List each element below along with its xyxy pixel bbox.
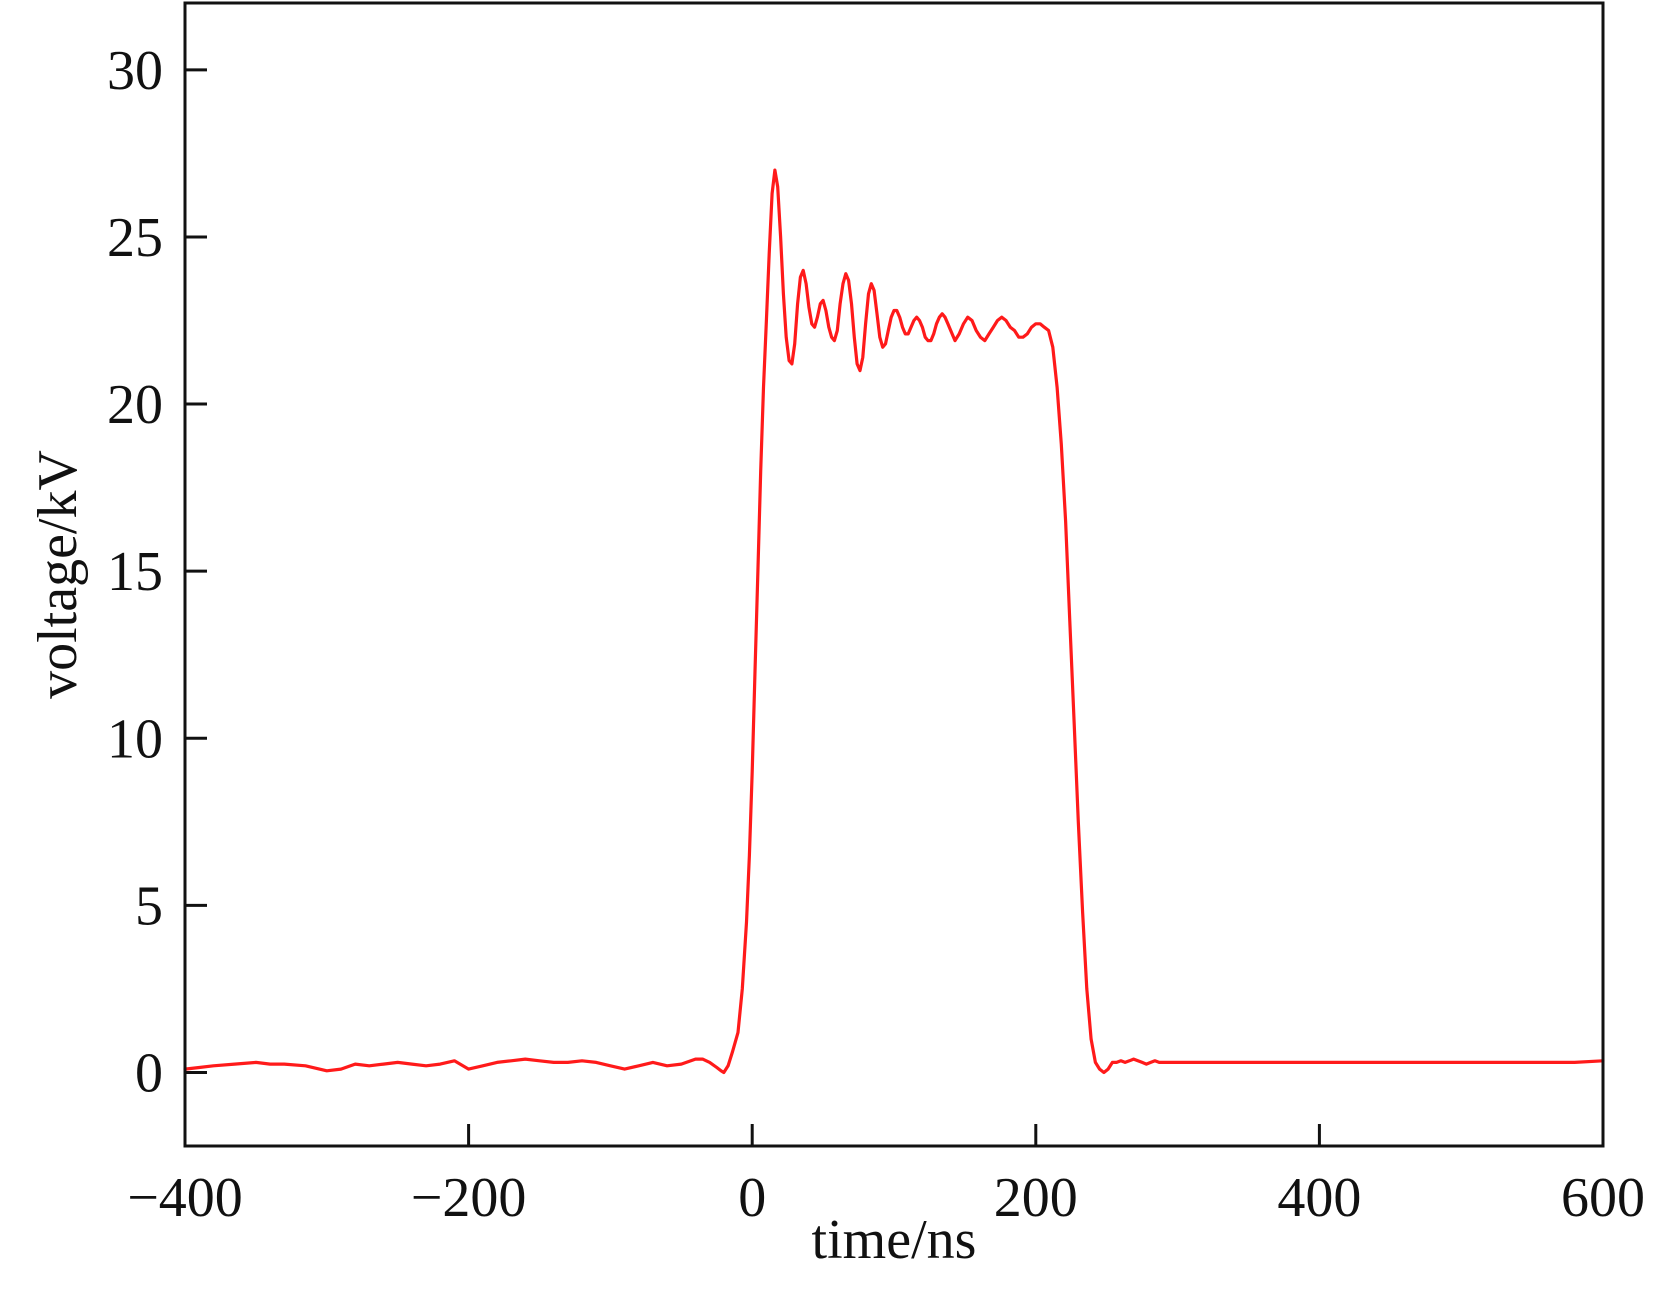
x-tick-label: 400 xyxy=(1277,1167,1361,1229)
y-axis-title: voltage/kV xyxy=(27,450,89,699)
x-axis-title: time/ns xyxy=(812,1209,977,1271)
y-axis-tick-labels: 0 5 10 15 20 25 30 xyxy=(107,40,163,1105)
y-axis-ticks xyxy=(185,68,207,1074)
x-tick-label: −400 xyxy=(127,1167,243,1229)
y-tick-label: 0 xyxy=(135,1042,163,1104)
plot-frame xyxy=(183,1,1605,1148)
y-tick-label: 20 xyxy=(107,374,163,436)
series-line-0 xyxy=(183,168,1605,1075)
series-layer xyxy=(183,168,1605,1075)
y-tick-label: 25 xyxy=(107,207,163,269)
x-axis-tick-labels: −400 −200 0 200 400 600 xyxy=(127,1167,1645,1229)
x-tick-label: 200 xyxy=(994,1167,1078,1229)
y-tick-label: 15 xyxy=(107,541,163,603)
x-tick-label: −200 xyxy=(411,1167,527,1229)
y-tick-label: 5 xyxy=(135,875,163,937)
x-axis-ticks xyxy=(183,1124,1605,1146)
x-tick-label: 600 xyxy=(1561,1167,1645,1229)
y-tick-label: 30 xyxy=(107,40,163,102)
y-tick-label: 10 xyxy=(107,708,163,770)
x-tick-label: 0 xyxy=(738,1167,766,1229)
